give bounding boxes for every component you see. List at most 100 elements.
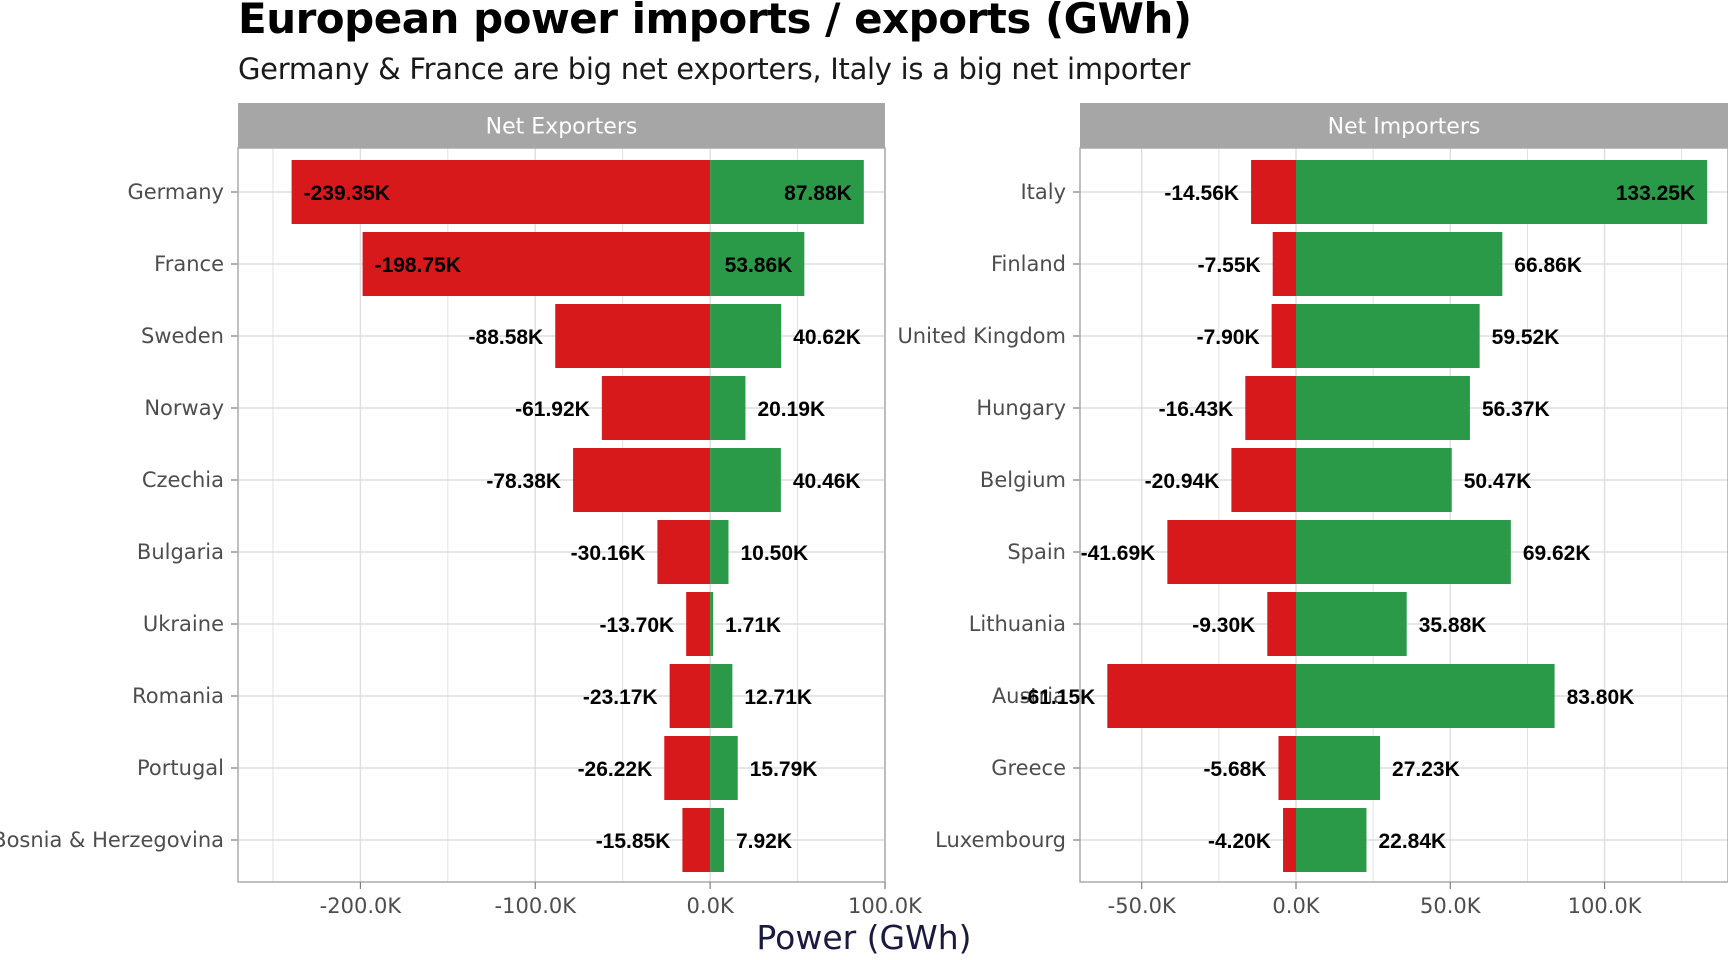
facet-label-0: Net Exporters xyxy=(486,115,638,140)
data-label-positive: 27.23K xyxy=(1392,758,1460,781)
data-label-negative: -13.70K xyxy=(599,614,674,637)
data-label-positive: 53.86K xyxy=(725,254,793,277)
data-label-positive: 35.88K xyxy=(1419,614,1487,637)
data-label-positive: 20.19K xyxy=(757,398,825,421)
bar-positive xyxy=(710,448,781,512)
x-axis-title: Power (GWh) xyxy=(756,918,972,957)
x-tick-label: 100.0K xyxy=(848,894,923,918)
category-label: Romania xyxy=(132,684,224,708)
category-label: Belgium xyxy=(980,468,1066,492)
category-label: Norway xyxy=(144,396,224,420)
bar-negative xyxy=(1278,736,1296,800)
data-label-negative: -61.15K xyxy=(1021,686,1096,709)
chart-title: European power imports / exports (GWh) xyxy=(238,0,1192,43)
data-label-negative: -5.68K xyxy=(1203,758,1266,781)
data-label-positive: 59.52K xyxy=(1492,326,1560,349)
bar-negative xyxy=(601,376,711,440)
category-label: Italy xyxy=(1020,180,1066,204)
bar-positive xyxy=(1296,448,1452,512)
data-label-negative: -16.43K xyxy=(1159,398,1234,421)
data-label-positive: 56.37K xyxy=(1482,398,1550,421)
data-label-positive: 10.50K xyxy=(740,542,808,565)
bar-negative xyxy=(1272,232,1296,296)
data-label-positive: 40.62K xyxy=(793,326,861,349)
data-label-negative: -4.20K xyxy=(1208,830,1271,853)
x-tick-label: 50.0K xyxy=(1420,894,1482,918)
data-label-positive: 22.84K xyxy=(1378,830,1446,853)
data-label-positive: 7.92K xyxy=(736,830,792,853)
category-label: Bulgaria xyxy=(137,540,224,564)
category-label: France xyxy=(154,252,224,276)
category-label: Luxembourg xyxy=(935,828,1066,852)
category-label: Sweden xyxy=(141,324,224,348)
bar-positive xyxy=(710,232,805,296)
x-tick-label: 0.0K xyxy=(687,894,735,918)
bar-positive xyxy=(710,808,724,872)
x-tick-label: 0.0K xyxy=(1272,894,1320,918)
data-label-positive: 69.62K xyxy=(1523,542,1591,565)
bar-positive xyxy=(1296,736,1381,800)
panel-0-border xyxy=(237,147,886,883)
data-label-positive: 87.88K xyxy=(784,182,852,205)
data-label-negative: -198.75K xyxy=(375,254,461,277)
bar-positive xyxy=(1296,808,1367,872)
bar-positive xyxy=(1296,304,1480,368)
facet-label-1: Net Importers xyxy=(1328,115,1481,140)
bar-negative xyxy=(1245,376,1296,440)
category-label: Bosnia & Herzegovina xyxy=(0,828,224,852)
data-label-negative: -88.58K xyxy=(469,326,544,349)
facet-strip-1 xyxy=(1080,103,1728,148)
facet-strip-0 xyxy=(238,103,885,148)
category-label: Spain xyxy=(1007,540,1066,564)
data-label-negative: -61.92K xyxy=(515,398,590,421)
data-label-negative: -9.30K xyxy=(1192,614,1255,637)
category-label: Ukraine xyxy=(143,612,224,636)
data-label-negative: -41.69K xyxy=(1081,542,1156,565)
data-label-positive: 40.46K xyxy=(793,470,861,493)
bar-negative xyxy=(1167,520,1296,584)
bar-positive xyxy=(1296,520,1511,584)
category-label: Austria xyxy=(992,684,1066,708)
x-tick-label: -200.0K xyxy=(320,894,403,918)
data-label-positive: 83.80K xyxy=(1567,686,1635,709)
bar-negative xyxy=(1107,664,1296,728)
bar-positive xyxy=(710,736,738,800)
bar-negative xyxy=(1251,160,1296,224)
bar-negative xyxy=(1267,592,1296,656)
data-label-negative: -23.17K xyxy=(583,686,658,709)
bar-negative xyxy=(291,160,711,224)
category-label: United Kingdom xyxy=(897,324,1066,348)
bar-negative xyxy=(657,520,711,584)
bar-positive xyxy=(710,160,864,224)
bar-negative xyxy=(1231,448,1296,512)
bar-negative xyxy=(1271,304,1296,368)
data-label-negative: -15.85K xyxy=(596,830,671,853)
data-label-negative: -20.94K xyxy=(1145,470,1220,493)
data-label-negative: -78.38K xyxy=(486,470,561,493)
category-label: Hungary xyxy=(976,396,1066,420)
category-label: Lithuania xyxy=(969,612,1066,636)
data-label-positive: 15.79K xyxy=(750,758,818,781)
bar-positive xyxy=(1296,160,1708,224)
bar-positive xyxy=(1296,376,1470,440)
data-label-positive: 12.71K xyxy=(744,686,812,709)
data-label-positive: 50.47K xyxy=(1464,470,1532,493)
category-label: Finland xyxy=(991,252,1066,276)
bar-negative xyxy=(362,232,711,296)
bar-positive xyxy=(1296,232,1503,296)
bar-positive xyxy=(710,592,714,656)
category-label: Portugal xyxy=(137,756,224,780)
bar-negative xyxy=(664,736,711,800)
data-label-negative: -7.55K xyxy=(1198,254,1261,277)
x-tick-label: 100.0K xyxy=(1568,894,1643,918)
data-label-negative: -26.22K xyxy=(578,758,653,781)
panel-1-border xyxy=(1079,147,1728,883)
bar-negative xyxy=(1283,808,1296,872)
bar-negative xyxy=(573,448,711,512)
bar-negative xyxy=(686,592,711,656)
chart-subtitle: Germany & France are big net exporters, … xyxy=(238,52,1191,86)
data-label-negative: -239.35K xyxy=(304,182,390,205)
data-label-negative: -14.56K xyxy=(1164,182,1239,205)
data-label-positive: 133.25K xyxy=(1616,182,1695,205)
